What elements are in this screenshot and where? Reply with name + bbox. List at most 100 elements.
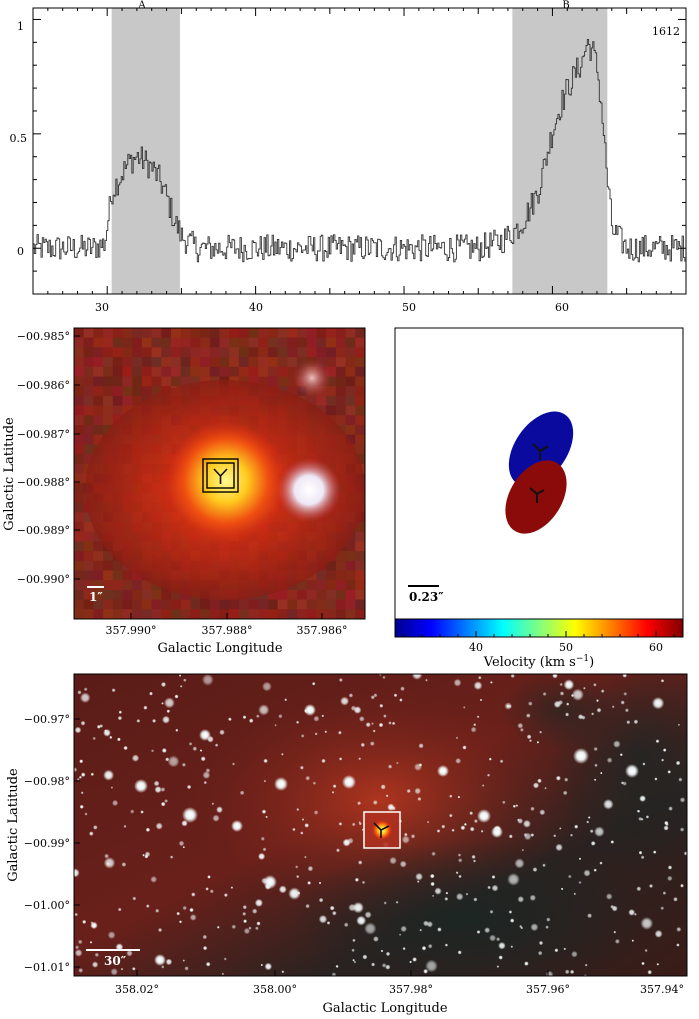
zoom-pixel: [229, 337, 240, 348]
spectrum-x-tick-label: 40: [249, 301, 263, 314]
field-star: [158, 927, 163, 933]
zoom-pixel: [355, 425, 365, 435]
field-star: [542, 863, 546, 868]
zoom-pixel: [103, 386, 113, 397]
zoom-pixel: [335, 386, 346, 397]
field-star: [476, 930, 481, 934]
zoom-pixel: [345, 347, 356, 358]
field-star: [517, 722, 524, 729]
zoom-pixel: [248, 376, 259, 387]
zoom-pixel: [93, 434, 104, 445]
field-star: [179, 685, 183, 688]
field-star: [307, 881, 311, 885]
field-star: [559, 682, 563, 687]
field-star: [130, 809, 135, 814]
field-star: [487, 885, 491, 890]
zoom-pixel: [122, 366, 133, 377]
zoom-pixel: [112, 386, 123, 397]
zoom-pixel: [277, 609, 288, 619]
field-star: [426, 820, 430, 824]
zoom-pixel: [74, 444, 84, 455]
field-star: [205, 887, 209, 891]
field-star: [645, 815, 650, 819]
field-star: [578, 857, 582, 861]
field-star: [401, 835, 410, 844]
field-star: [230, 886, 234, 889]
field-star: [587, 816, 591, 819]
zoom-pixel: [326, 580, 337, 591]
field-ticks: [74, 718, 549, 976]
field-star: [170, 855, 174, 859]
zoom-pixel: [103, 366, 113, 377]
zoom-pixel: [83, 395, 94, 406]
field-star: [410, 834, 416, 839]
zoom-pixel: [74, 531, 84, 542]
field-star: [385, 951, 391, 957]
zoom-pixel: [345, 589, 356, 600]
field-star: [558, 700, 563, 705]
field-star: [99, 724, 104, 728]
zoom-pixel: [151, 599, 162, 610]
field-star: [510, 674, 515, 678]
field-star: [455, 871, 459, 875]
zoom-x-tick-label: 357.988°: [202, 624, 253, 637]
zoom-pixel: [229, 347, 240, 358]
field-star: [510, 945, 514, 948]
field-star: [404, 832, 408, 837]
field-star: [566, 702, 570, 706]
zoom-pixel: [103, 599, 113, 610]
zoom-pixel: [83, 328, 94, 338]
zoom-pixel: [316, 580, 327, 591]
field-star: [167, 755, 180, 768]
zoom-pixel: [287, 599, 298, 610]
field-star: [74, 949, 83, 957]
field-star: [304, 855, 307, 859]
zoom-pixel: [287, 366, 298, 377]
field-star: [79, 804, 84, 809]
field-star: [372, 800, 378, 805]
zoom-pixel: [326, 405, 337, 416]
field-bright-star: [182, 807, 198, 823]
field-y-tick-label: −00.97°: [24, 713, 70, 726]
zoom-pixel: [83, 444, 94, 455]
zoom-pixel: [83, 425, 94, 435]
zoom-pixel: [141, 337, 152, 348]
field-star: [471, 854, 476, 860]
field-star: [110, 968, 118, 976]
field-star: [532, 782, 540, 789]
field-star: [473, 897, 478, 902]
field-star: [103, 857, 116, 869]
field-star: [78, 968, 84, 973]
zoom-pixel: [93, 347, 104, 358]
zoom-pixel: [161, 357, 172, 367]
zoom-pixel: [74, 357, 84, 367]
field-star: [406, 788, 411, 794]
field-star: [166, 709, 171, 713]
field-star: [473, 819, 478, 824]
field-star: [242, 905, 247, 910]
field-star: [536, 741, 540, 744]
zoom-pixel: [103, 560, 113, 571]
field-star: [599, 861, 603, 865]
field-star: [255, 926, 259, 931]
zoom-pixel: [248, 337, 259, 348]
field-star: [508, 910, 513, 914]
field-star: [631, 939, 634, 942]
zoom-pixel: [180, 366, 191, 377]
field-star: [622, 674, 627, 678]
field-star: [111, 688, 116, 693]
field-star: [499, 759, 504, 764]
field-star: [321, 758, 326, 764]
zoom-pixel: [355, 609, 365, 619]
field-star: [455, 758, 462, 764]
field-star: [593, 746, 598, 752]
colorbar-label: Velocity (km s−1): [483, 654, 594, 670]
zoom-pixel: [180, 337, 191, 348]
field-star: [555, 843, 563, 852]
zoom-image-frame: [73, 327, 366, 620]
zoom-pixel: [74, 580, 84, 591]
field-bright-star: [437, 765, 449, 777]
field-star: [352, 901, 364, 914]
zoom-pixel: [297, 589, 307, 600]
zoom-pixel: [93, 357, 104, 367]
